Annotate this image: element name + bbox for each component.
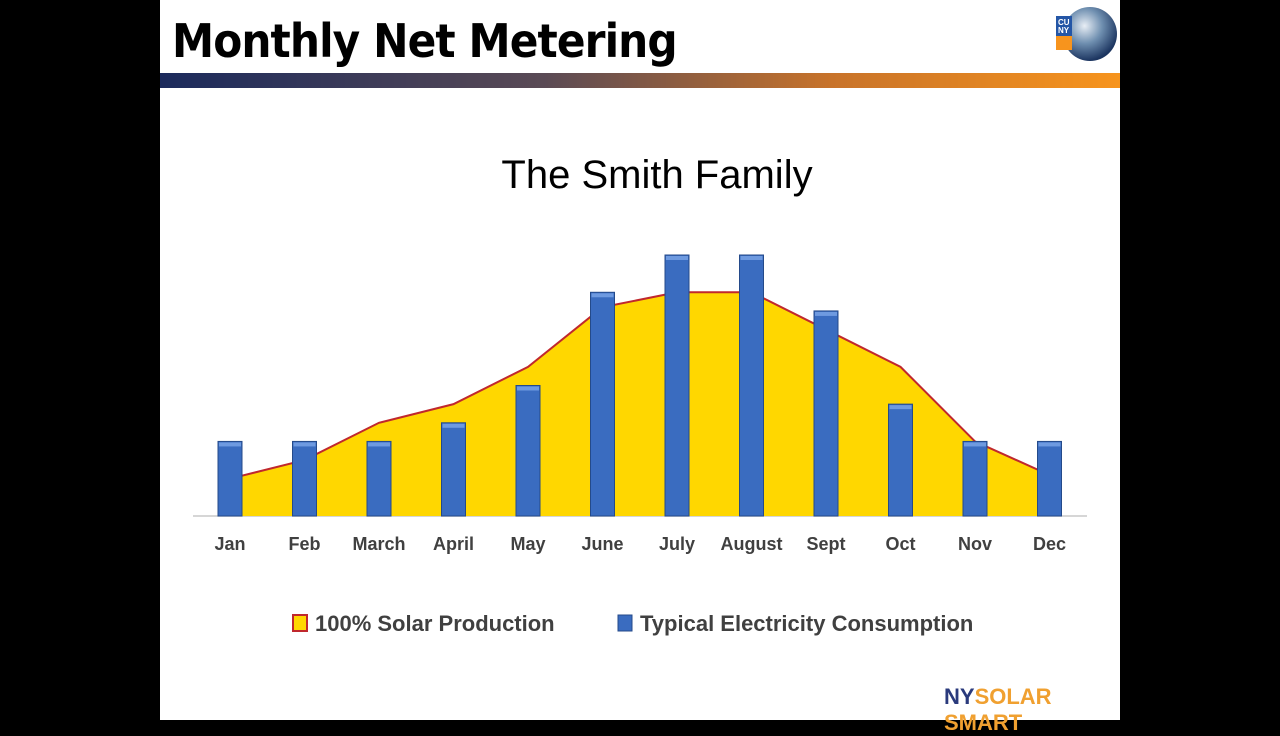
consumption-bar-oct <box>888 403 913 517</box>
legend: 100% Solar Production Typical Electricit… <box>292 611 973 636</box>
consumption-bar-june <box>590 291 615 517</box>
solar-production-line <box>229 291 1050 480</box>
bar-highlight <box>368 442 390 447</box>
x-tick-label: Nov <box>958 534 992 554</box>
slide-title: Monthly Net Metering <box>172 14 678 68</box>
consumption-bar-dec <box>1037 440 1062 517</box>
x-tick-label: March <box>352 534 405 554</box>
chart-title: The Smith Family <box>501 153 812 197</box>
slide: Monthly Net Metering CU NY The Smith Fam… <box>160 0 1120 735</box>
legend-swatch-solar <box>292 614 308 632</box>
legend-swatch-consumption <box>617 614 633 632</box>
consumption-bar-nov <box>962 440 988 517</box>
bar-highlight <box>517 386 539 391</box>
bar-highlight <box>740 256 763 260</box>
bar-highlight <box>666 256 688 260</box>
x-tick-label: August <box>721 534 783 554</box>
bar-highlight <box>964 442 986 447</box>
x-tick-label: June <box>581 534 623 554</box>
bar-highlight <box>442 423 465 428</box>
ny-solar-smart-logo: NYSOLAR SMART <box>944 684 1120 736</box>
bar-highlight <box>591 293 614 298</box>
bar-highlight <box>1038 442 1061 447</box>
cuny-globe-logo: CU NY <box>1056 7 1117 61</box>
consumption-bar-april <box>441 422 466 517</box>
title-gradient-bar <box>160 73 1120 88</box>
svg-text:NY: NY <box>1058 26 1070 35</box>
legend-label-solar: 100% Solar Production <box>315 611 555 636</box>
consumption-bar-jan <box>217 440 243 517</box>
bar-highlight <box>219 442 241 447</box>
consumption-bar-feb <box>292 440 317 517</box>
bar-highlight <box>815 311 837 316</box>
consumption-bar-august <box>739 254 764 517</box>
x-tick-label: Sept <box>806 534 845 554</box>
x-tick-label: April <box>433 534 474 554</box>
svg-text:CU: CU <box>1058 18 1070 27</box>
x-tick-label: Dec <box>1033 534 1066 554</box>
consumption-bar-sept <box>813 310 839 517</box>
consumption-bar-july <box>664 254 690 517</box>
legend-label-consumption: Typical Electricity Consumption <box>640 611 973 636</box>
consumption-bar-march <box>366 440 392 517</box>
bar-highlight <box>889 405 912 410</box>
x-tick-label: Oct <box>885 534 915 554</box>
chart: The Smith Family Jan Feb March April May June… <box>193 153 1087 636</box>
x-tick-label: Jan <box>214 534 245 554</box>
x-tick-label: July <box>659 534 695 554</box>
consumption-bar-may <box>515 385 541 517</box>
bar-highlight <box>293 442 316 447</box>
brand-ny: NY <box>944 684 975 709</box>
x-tick-label: May <box>510 534 545 554</box>
x-tick-label: Feb <box>288 534 320 554</box>
solar-production-area <box>230 292 1050 516</box>
